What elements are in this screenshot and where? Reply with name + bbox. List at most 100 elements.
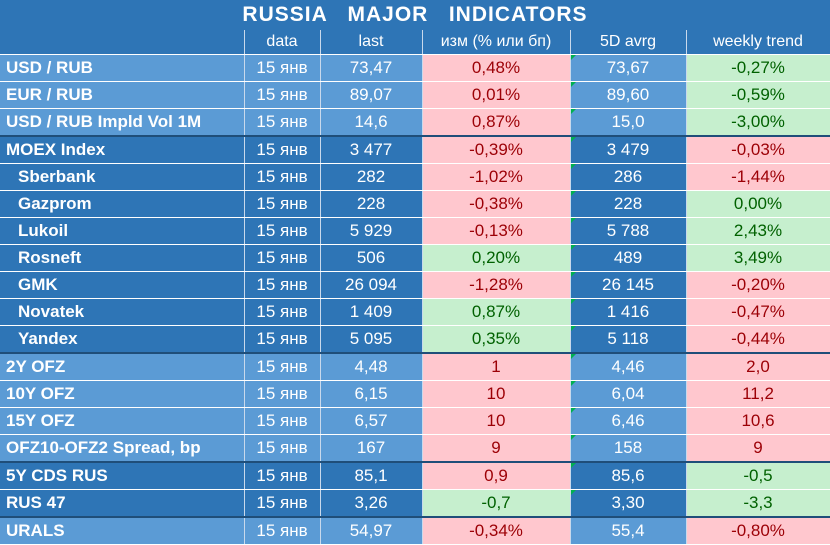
row-weekly-trend: 3,49% — [686, 244, 830, 272]
row-last: 26 094 — [320, 271, 423, 299]
row-weekly-trend: -0,03% — [686, 135, 830, 164]
row-name: Gazprom — [0, 190, 245, 218]
row-weekly-trend: -0,27% — [686, 54, 830, 82]
row-last: 282 — [320, 163, 423, 191]
row-5d-avg: 5 788 — [570, 217, 687, 245]
row-name: 10Y OFZ — [0, 380, 245, 408]
row-date: 15 янв — [244, 380, 321, 408]
row-change: -0,7 — [422, 489, 571, 518]
row-date: 15 янв — [244, 135, 321, 164]
row-change: 0,87% — [422, 108, 571, 137]
indicators-table: data last изм (% или бп) 5D avrg weekly … — [0, 30, 830, 545]
row-change: 10 — [422, 407, 571, 435]
row-date: 15 янв — [244, 81, 321, 109]
row-date: 15 янв — [244, 489, 321, 518]
table-row: OFZ10-OFZ2 Spread, bp 15 янв 167 9 158 9 — [0, 434, 830, 463]
table-row: 10Y OFZ 15 янв 6,15 10 6,04 11,2 — [0, 380, 830, 408]
row-change: 10 — [422, 380, 571, 408]
table-row: URALS 15 янв 54,97 -0,34% 55,4 -0,80% — [0, 516, 830, 545]
row-last: 4,48 — [320, 352, 423, 381]
row-5d-avg: 158 — [570, 434, 687, 463]
row-last: 85,1 — [320, 461, 423, 490]
table-row: MOEX Index 15 янв 3 477 -0,39% 3 479 -0,03% — [0, 135, 830, 164]
row-date: 15 янв — [244, 434, 321, 463]
row-last: 5 929 — [320, 217, 423, 245]
row-change: 0,9 — [422, 461, 571, 490]
row-weekly-trend: 0,00% — [686, 190, 830, 218]
row-name: Lukoil — [0, 217, 245, 245]
table-row: Sberbank 15 янв 282 -1,02% 286 -1,44% — [0, 163, 830, 191]
row-name: Sberbank — [0, 163, 245, 191]
row-name: 5Y CDS RUS — [0, 461, 245, 490]
row-last: 3,26 — [320, 489, 423, 518]
row-change: 0,01% — [422, 81, 571, 109]
row-5d-avg: 55,4 — [570, 516, 687, 545]
table-row: 15Y OFZ 15 янв 6,57 10 6,46 10,6 — [0, 407, 830, 435]
row-change: 0,48% — [422, 54, 571, 82]
row-change: -0,39% — [422, 135, 571, 164]
row-name: 15Y OFZ — [0, 407, 245, 435]
row-5d-avg: 489 — [570, 244, 687, 272]
row-name: USD / RUB Impld Vol 1M — [0, 108, 245, 137]
table-row: Rosneft 15 янв 506 0,20% 489 3,49% — [0, 244, 830, 272]
row-change: -1,02% — [422, 163, 571, 191]
row-name: OFZ10-OFZ2 Spread, bp — [0, 434, 245, 463]
row-weekly-trend: 10,6 — [686, 407, 830, 435]
row-weekly-trend: -0,5 — [686, 461, 830, 490]
row-weekly-trend: -0,20% — [686, 271, 830, 299]
row-5d-avg: 3,30 — [570, 489, 687, 518]
table-row: Novatek 15 янв 1 409 0,87% 1 416 -0,47% — [0, 298, 830, 326]
row-name: Yandex — [0, 325, 245, 354]
row-weekly-trend: 2,0 — [686, 352, 830, 381]
header-weekly-trend: weekly trend — [686, 30, 830, 55]
row-name: Novatek — [0, 298, 245, 326]
row-date: 15 янв — [244, 407, 321, 435]
row-date: 15 янв — [244, 244, 321, 272]
row-last: 167 — [320, 434, 423, 463]
header-row: data last изм (% или бп) 5D avrg weekly … — [0, 30, 830, 55]
row-date: 15 янв — [244, 352, 321, 381]
row-name: Rosneft — [0, 244, 245, 272]
row-date: 15 янв — [244, 325, 321, 354]
row-weekly-trend: 9 — [686, 434, 830, 463]
table-row: RUS 47 15 янв 3,26 -0,7 3,30 -3,3 — [0, 489, 830, 518]
row-name: RUS 47 — [0, 489, 245, 518]
row-5d-avg: 26 145 — [570, 271, 687, 299]
table-row: Yandex 15 янв 5 095 0,35% 5 118 -0,44% — [0, 325, 830, 354]
row-5d-avg: 6,46 — [570, 407, 687, 435]
table-row: USD / RUB 15 янв 73,47 0,48% 73,67 -0,27% — [0, 54, 830, 82]
table-row: EUR / RUB 15 янв 89,07 0,01% 89,60 -0,59% — [0, 81, 830, 109]
row-last: 54,97 — [320, 516, 423, 545]
table-row: Gazprom 15 янв 228 -0,38% 228 0,00% — [0, 190, 830, 218]
row-weekly-trend: -3,3 — [686, 489, 830, 518]
row-weekly-trend: -0,47% — [686, 298, 830, 326]
row-date: 15 янв — [244, 516, 321, 545]
row-name: USD / RUB — [0, 54, 245, 82]
table-row: 5Y CDS RUS 15 янв 85,1 0,9 85,6 -0,5 — [0, 461, 830, 490]
table-row: Lukoil 15 янв 5 929 -0,13% 5 788 2,43% — [0, 217, 830, 245]
row-5d-avg: 228 — [570, 190, 687, 218]
header-date: data — [244, 30, 321, 55]
row-date: 15 янв — [244, 271, 321, 299]
row-date: 15 янв — [244, 54, 321, 82]
row-last: 3 477 — [320, 135, 423, 164]
row-last: 5 095 — [320, 325, 423, 354]
row-last: 1 409 — [320, 298, 423, 326]
header-name — [0, 30, 245, 55]
row-weekly-trend: 11,2 — [686, 380, 830, 408]
row-name: URALS — [0, 516, 245, 545]
row-5d-avg: 6,04 — [570, 380, 687, 408]
row-change: 0,20% — [422, 244, 571, 272]
row-name: GMK — [0, 271, 245, 299]
row-name: EUR / RUB — [0, 81, 245, 109]
row-5d-avg: 3 479 — [570, 135, 687, 164]
row-last: 228 — [320, 190, 423, 218]
row-5d-avg: 4,46 — [570, 352, 687, 381]
row-change: 0,87% — [422, 298, 571, 326]
row-weekly-trend: -0,44% — [686, 325, 830, 354]
table-row: 2Y OFZ 15 янв 4,48 1 4,46 2,0 — [0, 352, 830, 381]
header-5d-avg: 5D avrg — [570, 30, 687, 55]
row-change: -1,28% — [422, 271, 571, 299]
header-change: изм (% или бп) — [422, 30, 571, 55]
header-last: last — [320, 30, 423, 55]
